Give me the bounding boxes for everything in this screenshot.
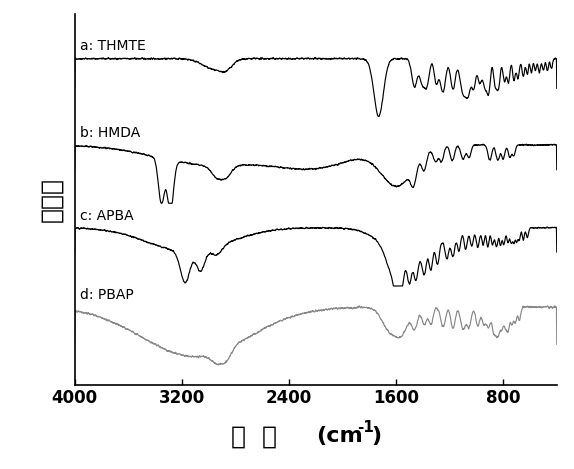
Text: ): ) <box>371 426 381 446</box>
Text: b: HMDA: b: HMDA <box>80 126 140 140</box>
Y-axis label: 透光率: 透光率 <box>40 177 64 222</box>
Text: (cm: (cm <box>316 426 362 446</box>
Text: a: THMTE: a: THMTE <box>80 39 146 53</box>
Text: -1: -1 <box>356 420 374 435</box>
Text: d: PBAP: d: PBAP <box>80 288 134 302</box>
Text: c: APBA: c: APBA <box>80 209 134 223</box>
Text: 波  数: 波 数 <box>231 424 277 448</box>
